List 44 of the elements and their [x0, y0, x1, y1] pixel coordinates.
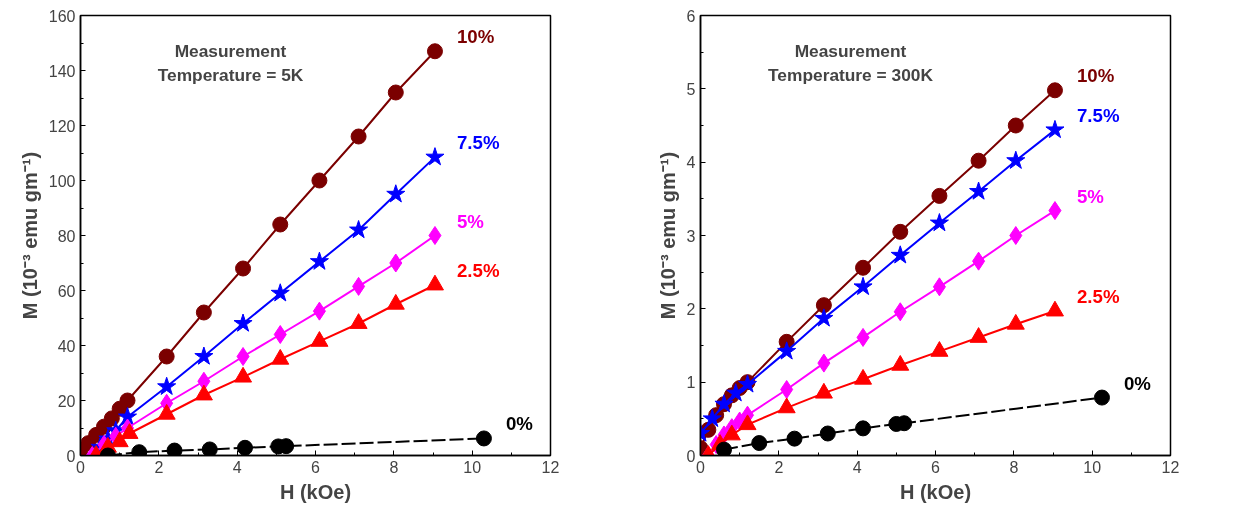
y-tick-label: 60	[57, 282, 76, 300]
x-tick-label: 12	[541, 458, 560, 476]
y-tick-label: 0	[66, 447, 76, 465]
series-label: 0%	[505, 413, 534, 435]
y-tick-label: 20	[57, 392, 76, 410]
series-label: 10%	[1076, 65, 1115, 87]
y-tick-label: 6	[686, 7, 696, 25]
series-label: 7.5%	[456, 132, 500, 154]
series-label: 5%	[456, 210, 485, 232]
y-tick-label: 80	[57, 227, 76, 245]
series-label: 10%	[456, 26, 495, 48]
x-tick-label: 8	[1009, 458, 1019, 476]
series-label: 0%	[1123, 372, 1152, 394]
x-axis-title: H (kOe)	[279, 480, 352, 503]
y-tick-label: 140	[48, 62, 76, 80]
x-axis-title: H (kOe)	[899, 480, 972, 503]
x-tick-label: 6	[931, 458, 941, 476]
x-tick-label: 2	[774, 458, 784, 476]
x-tick-label: 8	[389, 458, 399, 476]
x-tick-label: 12	[1161, 458, 1180, 476]
series-label: 2.5%	[1076, 286, 1120, 308]
y-axis-title: M (10⁻³ emu gm⁻¹)	[656, 151, 679, 320]
y-tick-label: 1	[686, 374, 696, 392]
x-tick-label: 10	[1083, 458, 1102, 476]
y-tick-label: 2	[686, 300, 696, 318]
y-tick-label: 120	[48, 117, 76, 135]
series-label: 5%	[1076, 185, 1105, 207]
y-tick-label: 160	[48, 7, 76, 25]
annotation: Measurement Temperature = 300K	[768, 40, 934, 85]
y-tick-label: 5	[686, 80, 696, 98]
x-tick-label: 4	[852, 458, 862, 476]
annotation: Measurement Temperature = 5K	[157, 40, 304, 85]
x-tick-label: 2	[154, 458, 164, 476]
x-tick-label: 6	[311, 458, 321, 476]
x-tick-label: 4	[232, 458, 242, 476]
x-tick-label: 10	[463, 458, 482, 476]
y-tick-label: 4	[686, 154, 696, 172]
y-tick-label: 100	[48, 172, 76, 190]
y-tick-label: 3	[686, 227, 696, 245]
y-tick-label: 40	[57, 337, 76, 355]
y-tick-label: 0	[686, 447, 696, 465]
series-label: 7.5%	[1076, 104, 1120, 126]
series-label: 2.5%	[456, 260, 500, 281]
y-axis-title: M (10⁻³ emu gm⁻¹)	[18, 151, 41, 320]
